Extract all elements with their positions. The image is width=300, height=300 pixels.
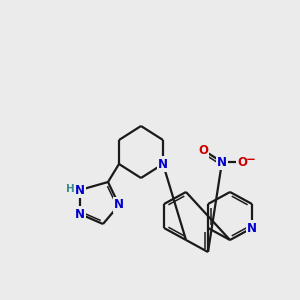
- Text: N: N: [247, 221, 257, 235]
- Text: O: O: [237, 155, 247, 169]
- Text: O: O: [198, 143, 208, 157]
- Text: N: N: [75, 208, 85, 220]
- Text: N: N: [217, 155, 227, 169]
- Text: N: N: [158, 158, 168, 170]
- Text: N: N: [114, 199, 124, 212]
- Text: −: −: [246, 152, 256, 166]
- Text: H: H: [66, 184, 74, 194]
- Text: N: N: [75, 184, 85, 196]
